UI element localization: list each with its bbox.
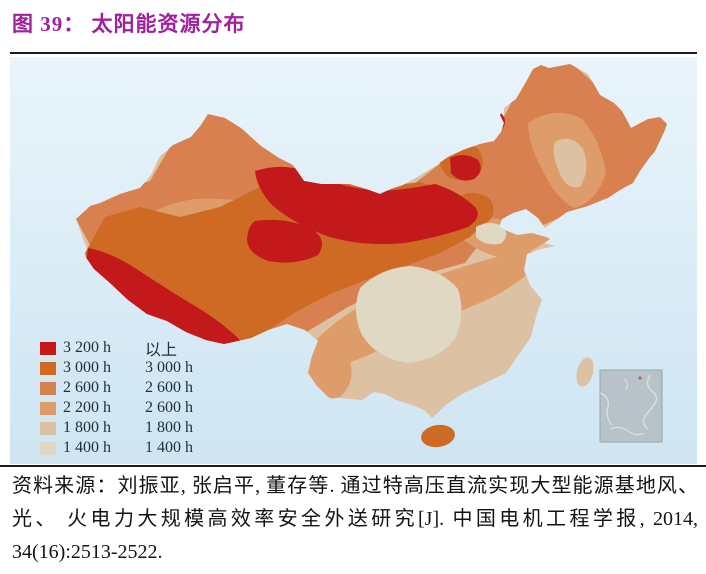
legend-row: 2 200 h 2 600 h	[40, 398, 193, 418]
figure-title: 图 39： 太阳能资源分布	[12, 12, 246, 36]
region-3200h-mongolia-border-band	[255, 166, 478, 245]
legend-label: 2 600 h	[63, 379, 111, 396]
legend-label: 2 600 h	[145, 399, 193, 416]
source-citation: 资料来源：刘振亚, 张启平, 董存等. 通过特高压直流实现大型能源基地风、 光、…	[12, 475, 698, 563]
legend-row: 3 200 h 以上	[40, 338, 193, 359]
legend-row: 3 000 h 3 000 h	[40, 358, 193, 378]
legend-label: 2 200 h	[63, 399, 111, 416]
region-3200h-qinghai-blob	[247, 219, 323, 263]
china-solar-map	[10, 57, 697, 464]
legend-label: 1 800 h	[145, 419, 193, 436]
legend-row: 2 600 h 2 600 h	[40, 378, 193, 398]
region-1400h-sichuan	[355, 266, 462, 363]
legend-swatch-1400h	[40, 441, 56, 455]
hainan-island	[421, 424, 455, 448]
region-3200h-northeast-b	[450, 154, 481, 181]
region-1400h-hebei-streak	[476, 223, 507, 245]
legend-swatch-3000h	[40, 361, 56, 375]
legend-label: 1 400 h	[63, 439, 111, 456]
region-1800h-northeast-streak	[553, 138, 587, 188]
region-3200h-tibet-band	[86, 248, 245, 362]
map-panel: 3 200 h 以上 3 000 h 3 000 h 2 600 h 2 600…	[10, 57, 697, 464]
legend-label: 3 200 h	[63, 339, 111, 356]
legend-label: 1 400 h	[145, 439, 193, 456]
legend-label: 以上	[145, 342, 178, 359]
legend-swatch-3200h	[40, 341, 56, 355]
legend-label: 1 800 h	[63, 419, 111, 436]
bottom-divider-line	[0, 465, 706, 467]
legend-swatch-2200h	[40, 401, 56, 415]
mainland-regions	[76, 64, 667, 418]
legend-label: 3 000 h	[63, 359, 111, 376]
taiwan-island	[576, 357, 594, 387]
legend-label: 2 600 h	[145, 379, 193, 396]
south-china-sea-inset	[599, 369, 663, 443]
legend-swatch-2600h	[40, 381, 56, 395]
map-legend: 3 200 h 以上 3 000 h 3 000 h 2 600 h 2 600…	[40, 338, 193, 458]
top-divider-line	[10, 52, 697, 54]
legend-label: 3 000 h	[145, 359, 193, 376]
legend-swatch-1800h	[40, 421, 56, 435]
legend-row: 1 400 h 1 400 h	[40, 438, 193, 458]
legend-row: 1 800 h 1 800 h	[40, 418, 193, 438]
